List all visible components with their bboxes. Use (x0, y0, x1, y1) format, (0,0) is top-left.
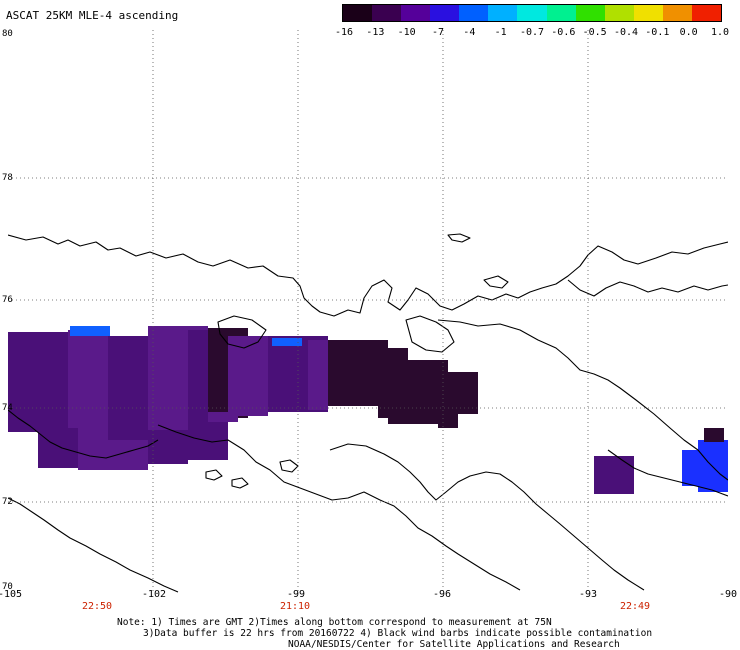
color-scale-segment (633, 5, 663, 21)
color-scale-segment (546, 5, 576, 21)
coastline-north-island (447, 233, 471, 243)
note-line-3: NOAA/NESDIS/Center for Satellite Applica… (288, 639, 620, 650)
swath-cell (208, 412, 238, 422)
color-scale-label: -4 (463, 27, 476, 38)
lon-label-93: -93 (578, 589, 598, 600)
color-scale-label: 0.0 (679, 27, 698, 38)
color-scale-segment (575, 5, 605, 21)
coastlines (8, 233, 728, 593)
coastline-southwest (8, 497, 179, 593)
coastline-north (8, 234, 728, 317)
map-title: ASCAT 25KM MLE-4 ascending (6, 9, 179, 22)
swath-cell (428, 372, 478, 414)
color-scale-label: 1.0 (710, 27, 730, 38)
coastline-mid-island (217, 315, 267, 349)
swath-cell (272, 338, 302, 346)
swath-cell (78, 440, 148, 470)
swath-cell (108, 336, 148, 460)
swath-cell (698, 440, 728, 492)
lat-label-78: 78 (2, 173, 13, 183)
swath-cell (704, 428, 724, 442)
coastline-south-bay (329, 443, 645, 591)
color-scale-label: -0.5 (582, 27, 607, 38)
lon-label-90: -90 (718, 589, 738, 600)
coastline-south (157, 424, 521, 591)
color-scale-bar (342, 4, 722, 22)
note-line-2: 3)Data buffer is 22 hrs from 20160722 4)… (143, 628, 653, 639)
note-line-1: Note: 1) Times are GMT 2)Times along bot… (117, 617, 552, 628)
lat-label-70: 70 (2, 582, 13, 592)
color-scale-label: -16 (334, 27, 354, 38)
coastline-central-island (405, 315, 455, 353)
lon-label-102: -102 (141, 589, 167, 600)
coastline-south-east (607, 449, 728, 497)
lon-label-99: -99 (286, 589, 306, 600)
swath-cell (438, 414, 458, 428)
coastline-south-islands (205, 459, 299, 489)
lat-label-74: 74 (2, 403, 13, 413)
swath-cell (70, 326, 110, 336)
swath-cell (594, 456, 634, 494)
color-scale-segment (430, 5, 460, 21)
pass-time-2: 21:10 (279, 601, 311, 612)
coastline-east-inlet (483, 275, 509, 289)
map-area (8, 30, 728, 594)
color-scale-label: -7 (431, 27, 445, 38)
color-scale-label: -0.1 (645, 27, 670, 38)
pass-time-1: 22:50 (81, 601, 113, 612)
color-scale-segment (517, 5, 547, 21)
swath-cell (308, 340, 328, 410)
pass-time-3: 22:49 (619, 601, 651, 612)
lat-label-72: 72 (2, 497, 13, 507)
color-scale-segment (459, 5, 489, 21)
color-scale-label: -1 (494, 27, 507, 38)
color-scale-segment (488, 5, 518, 21)
swath-cell (38, 428, 78, 468)
swath-cell (8, 332, 68, 432)
color-scale-segment (662, 5, 692, 21)
swath-cell (148, 430, 188, 464)
scatterometer-swath (8, 326, 728, 494)
color-scale-segment (343, 5, 373, 21)
coastline-west (8, 409, 159, 459)
coastline-north-east (567, 279, 728, 297)
color-scale-segment (401, 5, 431, 21)
color-scale-label: -0.7 (519, 27, 545, 38)
color-scale-segment (604, 5, 634, 21)
lat-lon-grid (8, 30, 728, 594)
swath-cell (228, 336, 268, 416)
color-scale-label: -13 (366, 27, 385, 38)
color-scale-label: -10 (397, 27, 416, 38)
color-scale-label: -0.4 (613, 27, 639, 38)
color-scale-label: -0.6 (551, 27, 576, 38)
lat-label-80: 80 (2, 29, 13, 39)
color-scale-segment (372, 5, 402, 21)
coastline-east-peninsula (437, 319, 728, 481)
lon-label-105: -105 (0, 589, 23, 600)
color-scale-segment (691, 5, 722, 21)
lon-label-96: -96 (432, 589, 452, 600)
lat-label-76: 76 (2, 295, 13, 305)
